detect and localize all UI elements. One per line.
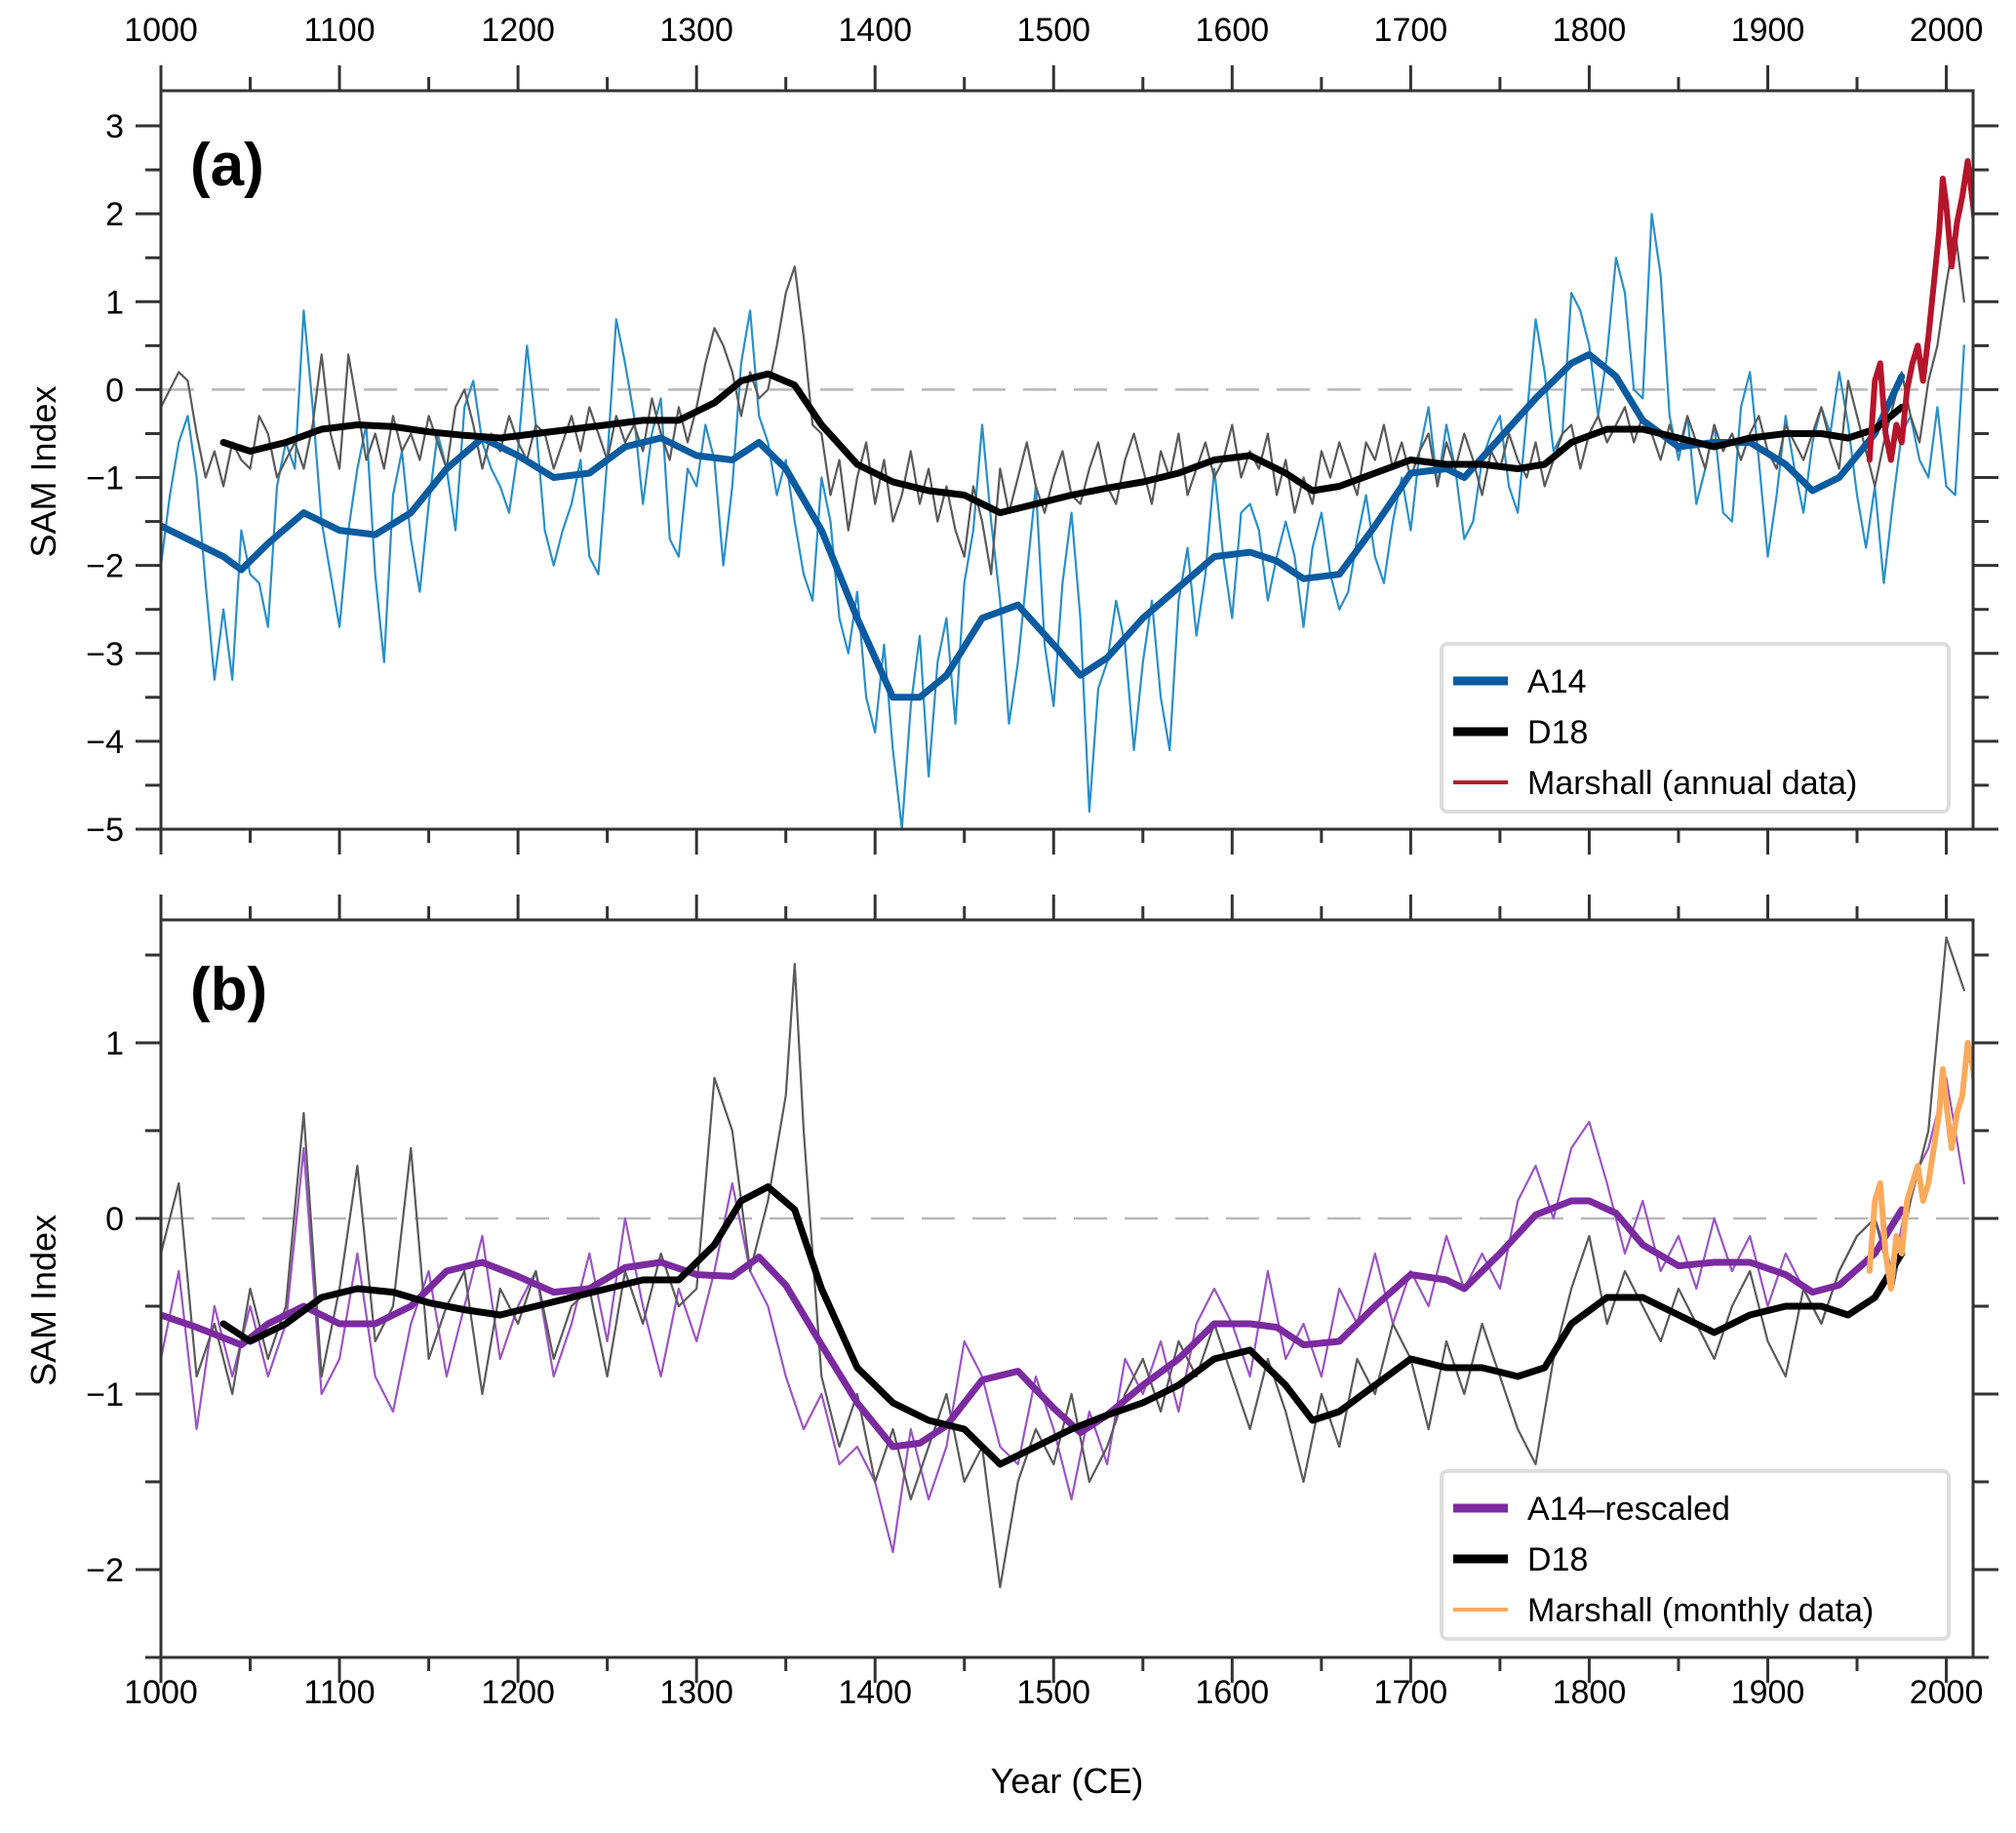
- legend-label-marshall-monthly: Marshall (monthly data): [1527, 1592, 1874, 1629]
- x-tick-label: 2000: [1910, 12, 1984, 49]
- x-tick-label: 1700: [1374, 12, 1448, 49]
- legend-label-a14-rescaled: A14–rescaled: [1527, 1491, 1730, 1528]
- y-tick-label: −3: [86, 636, 124, 673]
- legend-label-d18: D18: [1527, 1541, 1588, 1578]
- x-tick-label: 1300: [659, 12, 733, 49]
- panel-a-label: (a): [190, 132, 264, 199]
- panel-a: 1000 1100 1200 1300 1400 1500 1600 1700 1800 1900…: [23, 12, 1998, 855]
- x-tick-label: 1600: [1196, 12, 1270, 49]
- panel-a-series: [161, 158, 1973, 829]
- series-line-d18-annual-thin: [161, 936, 1965, 1589]
- y-tick-label: −1: [86, 460, 124, 498]
- panel-b-ticks: 1000 1100 1200 1300 1400 1500 1600 1700 1800 1900…: [86, 895, 1998, 1711]
- panel-a-y-axis-title: SAM Index: [23, 385, 63, 557]
- x-tick-label: 1700: [1374, 1674, 1448, 1711]
- y-tick-label: −5: [86, 812, 124, 849]
- x-tick-label: 1200: [481, 12, 555, 49]
- x-tick-label: 1900: [1731, 1674, 1805, 1711]
- panel-a-legend: A14 D18 Marshall (annual data): [1440, 642, 1951, 814]
- series-line-marshall-monthly-data: [1866, 1040, 1973, 1292]
- y-tick-label: 0: [105, 372, 124, 409]
- series-line-marshall-annual-data: [1866, 158, 1973, 463]
- y-tick-label: −2: [86, 1552, 124, 1589]
- series-line-d18-smoothed: [219, 1183, 1906, 1468]
- x-tick-label: 1000: [124, 12, 198, 49]
- series-line-a14-rescaled-smoothed: [161, 1197, 1906, 1451]
- x-axis-title: Year (CE): [991, 1761, 1144, 1801]
- panel-a-ticks: 1000 1100 1200 1300 1400 1500 1600 1700 1800 1900…: [86, 12, 1998, 855]
- y-tick-label: −2: [86, 548, 124, 585]
- x-tick-label: 2000: [1910, 1674, 1984, 1711]
- x-tick-label: 1100: [303, 1674, 375, 1711]
- legend-label-a14: A14: [1527, 663, 1587, 700]
- series-line-d18-smoothed: [219, 370, 1906, 517]
- y-tick-label: 1: [105, 284, 124, 321]
- series-line-a14-rescaled-annual-thin: [161, 1076, 1965, 1554]
- y-tick-label: 1: [105, 1025, 124, 1062]
- y-tick-label: −1: [86, 1376, 124, 1414]
- x-tick-label: 1100: [303, 12, 375, 49]
- y-tick-label: −4: [86, 724, 124, 761]
- legend-label-marshall-annual: Marshall (annual data): [1527, 765, 1857, 802]
- x-tick-label: 1800: [1553, 1674, 1627, 1711]
- y-tick-label: 0: [105, 1201, 124, 1238]
- y-tick-label: 3: [105, 108, 124, 145]
- panel-b-legend: A14–rescaled D18 Marshall (monthly data): [1440, 1469, 1951, 1641]
- panel-b-y-axis-title: SAM Index: [23, 1215, 63, 1386]
- x-tick-label: 1300: [659, 1674, 733, 1711]
- legend-box: [1440, 1469, 1951, 1641]
- x-tick-label: 1500: [1016, 1674, 1090, 1711]
- x-tick-label: 1600: [1196, 1674, 1270, 1711]
- x-tick-label: 1500: [1016, 12, 1090, 49]
- x-tick-label: 1800: [1553, 12, 1627, 49]
- panel-b-frame: [159, 918, 1975, 1659]
- series-line-a14-smoothed: [161, 350, 1906, 701]
- x-tick-label: 1900: [1731, 12, 1805, 49]
- y-tick-label: 2: [105, 196, 124, 233]
- series-line-a14-annual-thin: [161, 213, 1965, 829]
- x-tick-label: 1200: [481, 1674, 555, 1711]
- x-tick-label: 1400: [838, 1674, 912, 1711]
- legend-label-d18: D18: [1527, 714, 1588, 751]
- panel-b-series: [161, 936, 1973, 1589]
- series-line-d18-annual-thin: [161, 230, 1965, 576]
- x-tick-label: 1000: [124, 1674, 198, 1711]
- panel-b: 1000 1100 1200 1300 1400 1500 1600 1700 1800 1900…: [23, 895, 1998, 1801]
- panel-b-label: (b): [190, 956, 267, 1023]
- legend-box: [1440, 642, 1951, 814]
- x-tick-label: 1400: [838, 12, 912, 49]
- panel-a-frame: [159, 89, 1975, 831]
